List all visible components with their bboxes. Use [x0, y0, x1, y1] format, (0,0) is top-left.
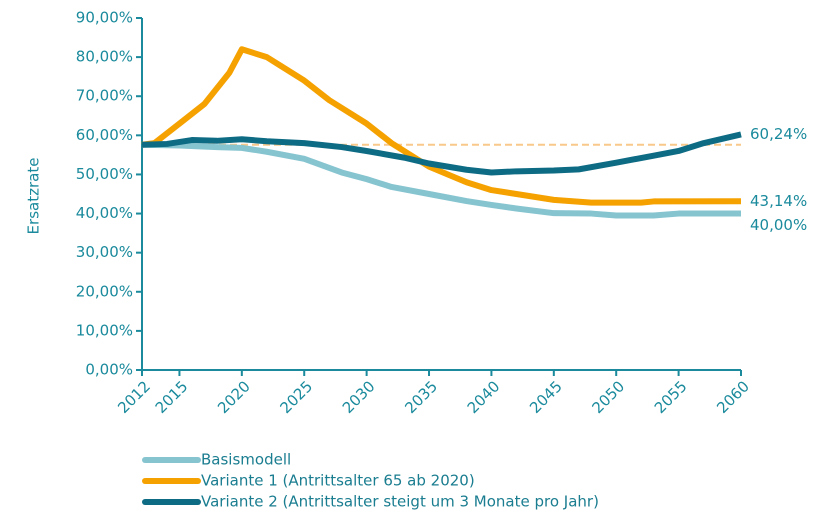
series-line: [141, 131, 742, 176]
x-tick-label: 2020: [214, 377, 254, 417]
y-tick-label: 20,00%: [76, 282, 133, 300]
x-tick-label: 2040: [464, 377, 504, 417]
x-tick-label: 2025: [277, 377, 317, 417]
series-line: [141, 141, 741, 219]
x-tick-label: 2030: [339, 377, 379, 417]
x-tick-label: 2060: [713, 377, 753, 417]
y-tick-label: 30,00%: [76, 243, 133, 261]
x-tick-label: 2050: [588, 377, 628, 417]
x-tick-label: 2015: [152, 377, 192, 417]
series-line: [141, 46, 742, 206]
legend: Basismodell Variante 1 (Antrittsalter 65 …: [142, 451, 599, 511]
y-tick-label: 80,00%: [76, 48, 133, 66]
y-tick-label: 10,00%: [76, 321, 133, 339]
end-label: 40,00%: [750, 216, 807, 234]
legend-label: Basismodell: [201, 451, 291, 469]
y-tick-label: 70,00%: [76, 87, 133, 105]
legend-label: Variante 1 (Antrittsalter 65 ab 2020): [201, 472, 475, 490]
y-tick-label: 50,00%: [76, 165, 133, 183]
y-tick-label: 60,00%: [76, 126, 133, 144]
y-tick-label: 0,00%: [85, 361, 133, 379]
x-tick-label: 2035: [401, 377, 441, 417]
x-tick-label: 2012: [114, 377, 154, 417]
end-label: 60,24%: [750, 125, 807, 143]
y-tick-label: 90,00%: [76, 9, 133, 27]
end-label: 43,14%: [750, 192, 807, 210]
y-axis-label: Ersatzrate: [25, 158, 43, 235]
y-tick-label: 40,00%: [76, 204, 133, 222]
x-tick-label: 2055: [651, 377, 691, 417]
legend-label: Variante 2 (Antrittsalter steigt um 3 Mo…: [201, 493, 599, 511]
x-tick-label: 2045: [526, 377, 566, 417]
